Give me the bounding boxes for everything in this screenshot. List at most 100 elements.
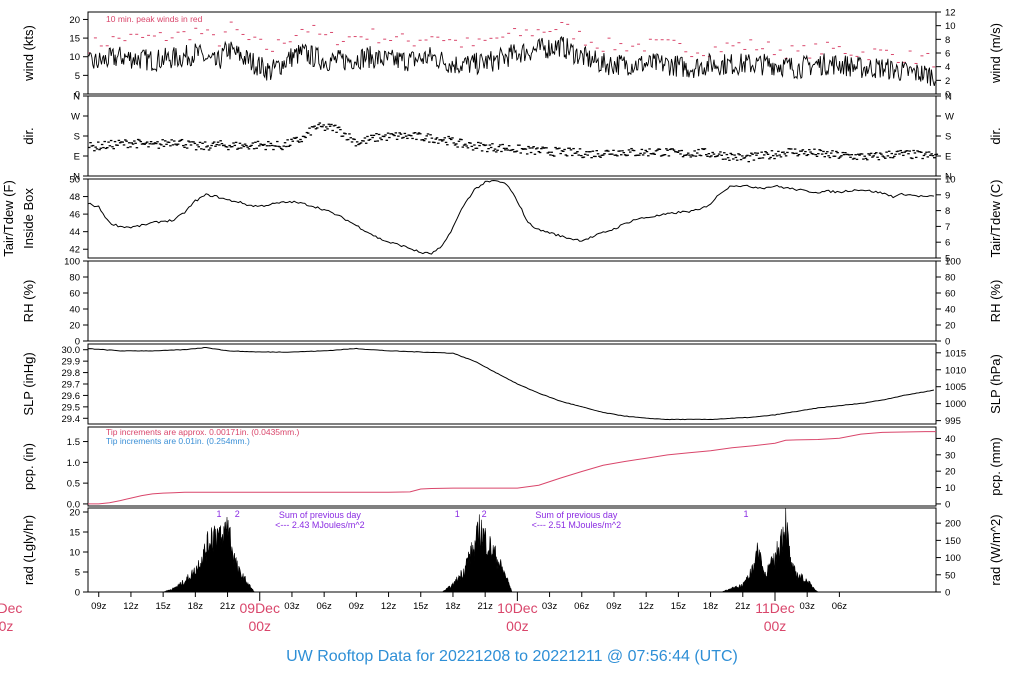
left-tick-label: 30.0 [62, 345, 81, 356]
panel-temperature: 42 44 46 48 50 5 6 7 8 9 10 Tair/Tdew (F) Inside Box… [1, 175, 1003, 265]
day-label: 08Dec [0, 600, 22, 616]
hour-tick-label: 09z [606, 601, 622, 612]
left-tick-label: 5 [75, 71, 80, 82]
right-tick-label: 1000 [945, 399, 966, 410]
hour-tick-label: 09z [91, 601, 107, 612]
right-tick-label: 4 [945, 62, 950, 73]
solar-sum-value: <--- 2.43 MJoules/m^2 [275, 520, 365, 530]
left-tick-label: 40 [69, 305, 80, 316]
left-tick-label: 0.5 [67, 479, 80, 490]
panel-precip: 0.0 0.5 1.0 1.5 0 10 20 30 40 pcp. (in) pcp. (mm) T… [21, 426, 1003, 510]
hour-tick-label: 15z [155, 601, 171, 612]
right-tick-label: 10 [945, 21, 956, 32]
solar-peak-marker: 1 [216, 509, 221, 519]
right-tick-label: 5 [945, 254, 950, 265]
right-tick-label: 200 [945, 519, 961, 530]
hour-tick-label: 18z [445, 601, 461, 612]
right-tick-label: 0 [945, 337, 950, 348]
left-tick-label: 44 [69, 227, 80, 238]
right-tick-label: 6 [945, 49, 950, 60]
panel-frame [87, 260, 937, 342]
solar-peak-marker: 2 [235, 509, 240, 519]
left-tick-label: 5 [75, 568, 80, 579]
right-tick-label: N [945, 92, 952, 103]
right-tick-label: 0 [945, 499, 950, 510]
panel-wind: 0 5 10 15 20 0 2 4 6 8 10 12 wind (kts) wind (m/s) 10 … [21, 8, 1003, 101]
right-tick-label: N [945, 172, 952, 183]
left-axis-label: Tair/Tdew (F) [1, 180, 16, 257]
right-tick-label: 150 [945, 536, 961, 547]
solar-area [721, 507, 819, 593]
panel-frame [87, 95, 937, 177]
hour-tick-label: 09z [349, 601, 365, 612]
hour-tick-label: 15z [671, 601, 687, 612]
hour-tick-label: 06z [316, 601, 332, 612]
right-axis-label: RH (%) [988, 280, 1003, 323]
left-tick-label: W [71, 112, 80, 123]
left-tick-label: 15 [69, 34, 80, 45]
slp-line [87, 347, 935, 421]
right-tick-label: E [945, 152, 951, 163]
solar-area [441, 514, 513, 593]
left-tick-label: E [74, 152, 80, 163]
precip-line [88, 431, 936, 505]
panel-frame [87, 178, 937, 259]
right-tick-label: 6 [945, 238, 950, 249]
left-tick-label: 60 [69, 289, 80, 300]
day-sublabel: 00z [248, 618, 271, 634]
right-tick-label: 20 [945, 467, 956, 478]
temperature-line [87, 179, 934, 255]
left-tick-label: N [73, 172, 80, 183]
right-tick-label: 40 [945, 305, 956, 316]
right-tick-label: 2 [945, 76, 950, 87]
panel-frame [87, 343, 937, 425]
right-axis-label: dir. [988, 127, 1003, 144]
left-tick-label: N [73, 92, 80, 103]
left-axis-label: dir. [21, 127, 36, 144]
day-sublabel: 00z [0, 618, 13, 634]
right-tick-label: 80 [945, 273, 956, 284]
right-tick-label: 12 [945, 8, 956, 19]
left-tick-label: 0 [75, 90, 80, 101]
left-axis-label: wind (kts) [21, 25, 36, 82]
solar-peak-marker: 2 [482, 509, 487, 519]
right-tick-label: 1010 [945, 365, 966, 376]
solar-peak-marker: 1 [455, 509, 460, 519]
day-label: 11Dec [755, 600, 794, 616]
panel-slp: 29.429.529.629.729.829.930.0 995 1000 1005 1… [21, 343, 1003, 427]
left-tick-label: 29.9 [62, 357, 81, 368]
hour-tick-label: 21z [735, 601, 751, 612]
right-tick-label: 40 [945, 434, 956, 445]
solar-peak-marker: 1 [743, 509, 748, 519]
right-tick-label: 995 [945, 416, 961, 427]
left-tick-label: 10 [69, 52, 80, 63]
right-tick-label: 60 [945, 289, 956, 300]
left-tick-label: 20 [69, 508, 80, 519]
left-tick-label: 46 [69, 210, 80, 221]
right-tick-label: 0 [945, 588, 950, 599]
right-tick-label: 0 [945, 90, 950, 101]
wind-annotation: 10 min. peak winds in red [106, 14, 203, 24]
left-tick-label: 48 [69, 192, 80, 203]
left-tick-label: 80 [69, 273, 80, 284]
left-tick-label: 42 [69, 245, 80, 256]
right-tick-label: 8 [945, 35, 950, 46]
right-axis-label: Tair/Tdew (C) [988, 179, 1003, 257]
hour-tick-label: 15z [413, 601, 429, 612]
right-tick-label: 1015 [945, 348, 966, 359]
panel-frame [87, 426, 937, 507]
right-tick-label: 8 [945, 206, 950, 217]
day-sublabel: 00z [764, 618, 787, 634]
hour-tick-label: 18z [188, 601, 204, 612]
left-tick-label: 0 [75, 337, 80, 348]
time-axis: 09z 12z 15z 18z 21z 03z 06z 09z 12z 15z 18z 21z 03z 0… [0, 592, 847, 634]
right-axis-label: SLP (hPa) [988, 354, 1003, 414]
solar-sum-note: Sum of previous day [535, 510, 618, 520]
right-axis-label: wind (m/s) [988, 23, 1003, 84]
hour-tick-label: 21z [478, 601, 494, 612]
hour-tick-label: 06z [832, 601, 848, 612]
left-tick-label: 20 [69, 321, 80, 332]
